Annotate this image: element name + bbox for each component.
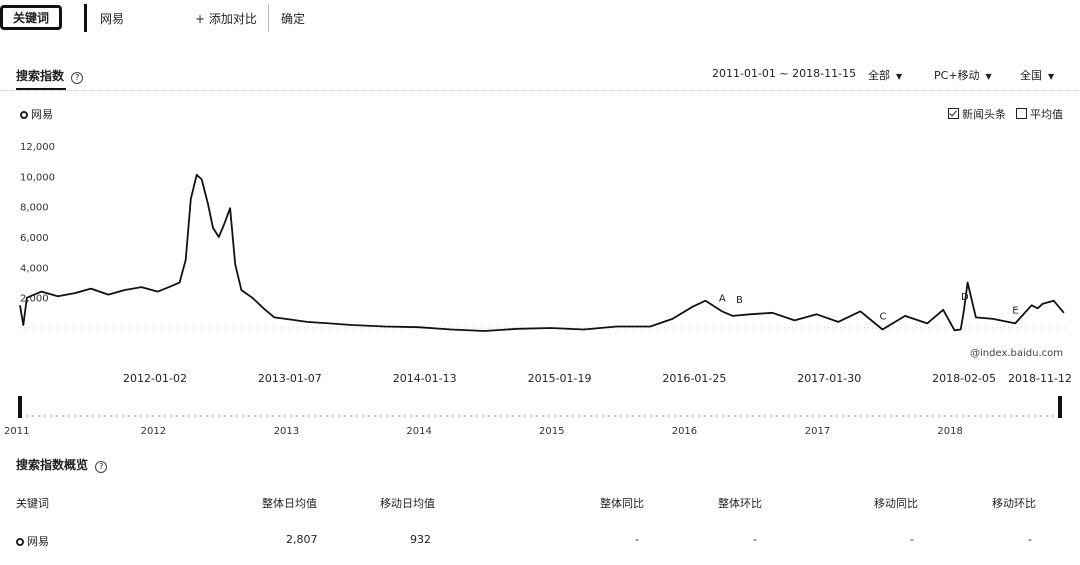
search-index-chart[interactable]: 12,000 10,000 8,000 6,000 4,000 2,000 A B C D E 201… — [0, 130, 1080, 390]
event-marker-d: D — [961, 292, 969, 303]
toolbar-separator — [268, 4, 269, 32]
col-header-mobile-mom: 移动环比 — [992, 497, 1036, 510]
tab-underline — [16, 88, 66, 90]
x-tick-label: 2018-02-05 — [932, 372, 996, 385]
y-tick-label: 4,000 — [20, 263, 49, 274]
scope-dropdown[interactable]: 全部 ▼ — [868, 67, 902, 83]
watermark: @index.baidu.com — [970, 348, 1064, 359]
keyword-cell: 网易 — [27, 535, 49, 548]
y-tick-label: 12,000 — [20, 142, 55, 153]
mobile-yoy-cell: - — [910, 533, 914, 546]
overview-section: 搜索指数概览 ? — [16, 456, 108, 473]
checkbox-unchecked-icon — [1016, 108, 1027, 119]
range-year-label: 2017 — [805, 426, 830, 437]
x-tick-label: 2012-01-02 — [123, 372, 187, 385]
x-tick-label: 2016-01-25 — [662, 372, 726, 385]
y-tick-label: 2,000 — [20, 294, 49, 305]
overview-title: 搜索指数概览 — [16, 458, 89, 472]
mobile-mom-cell: - — [1028, 533, 1032, 546]
range-year-label: 2014 — [406, 426, 431, 437]
news-headlines-checkbox[interactable]: 新闻头条 — [948, 106, 1006, 122]
region-value: 全国 — [1020, 69, 1042, 82]
range-year-label: 2016 — [672, 426, 697, 437]
chevron-down-icon: ▼ — [1048, 72, 1055, 81]
average-label: 平均值 — [1030, 108, 1063, 121]
device-dropdown[interactable]: PC+移动 ▼ — [934, 67, 992, 83]
x-tick-label: 2018-11-12 — [1008, 372, 1072, 385]
help-circle-icon[interactable]: ? — [95, 461, 108, 473]
range-year-label: 2011 — [4, 426, 29, 437]
series-dot-icon — [20, 111, 28, 119]
checkbox-checked-icon — [948, 108, 959, 119]
confirm-button[interactable]: 确定 — [281, 12, 306, 26]
event-marker-e: E — [1012, 305, 1018, 316]
date-range-picker[interactable]: 2011-01-01 ~ 2018-11-15 — [712, 67, 857, 80]
y-tick-label: 8,000 — [20, 203, 49, 214]
overall-mom-cell: - — [753, 533, 757, 546]
col-header-overall-avg: 整体日均值 — [262, 497, 317, 510]
table-row-keyword: 网易 — [16, 533, 49, 549]
scope-value: 全部 — [868, 69, 890, 82]
overall-yoy-cell: - — [635, 533, 639, 546]
col-header-overall-yoy: 整体同比 — [600, 497, 644, 510]
x-tick-label: 2014-01-13 — [393, 372, 457, 385]
keyword-input[interactable]: 网易 — [100, 12, 125, 26]
range-selector[interactable]: 2011 2012 2013 2014 2015 2016 2017 2018 — [0, 392, 1080, 442]
legend-label: 网易 — [31, 108, 53, 121]
header-divider — [0, 90, 1080, 91]
col-header-mobile-avg: 移动日均值 — [380, 497, 435, 510]
col-header-keyword: 关键词 — [16, 497, 49, 510]
chevron-down-icon: ▼ — [896, 72, 903, 81]
keyword-button[interactable]: 关键词 — [0, 5, 62, 30]
average-checkbox[interactable]: 平均值 — [1016, 106, 1063, 122]
x-tick-label: 2017-01-30 — [797, 372, 861, 385]
range-handle-right[interactable] — [1058, 396, 1062, 418]
event-marker-b: B — [736, 295, 743, 306]
event-marker-a: A — [719, 293, 726, 304]
search-index-title: 搜索指数 — [16, 69, 65, 83]
range-year-label: 2018 — [937, 426, 962, 437]
event-marker-c: C — [880, 312, 887, 323]
range-year-label: 2015 — [539, 426, 564, 437]
series-dot-icon — [16, 538, 24, 546]
device-value: PC+移动 — [934, 69, 980, 82]
range-handle-left[interactable] — [18, 396, 22, 418]
keyword-divider — [84, 4, 87, 32]
region-dropdown[interactable]: 全国 ▼ — [1020, 67, 1054, 83]
overall-avg-cell: 2,807 — [286, 533, 318, 546]
chevron-down-icon: ▼ — [985, 72, 992, 81]
news-headlines-label: 新闻头条 — [962, 108, 1006, 121]
legend-item[interactable]: 网易 — [20, 106, 53, 122]
help-circle-icon[interactable]: ? — [71, 72, 84, 84]
x-tick-label: 2015-01-19 — [528, 372, 592, 385]
col-header-overall-mom: 整体环比 — [718, 497, 762, 510]
series-line — [19, 173, 1065, 332]
y-tick-label: 10,000 — [20, 172, 55, 183]
range-year-label: 2012 — [141, 426, 166, 437]
mobile-avg-cell: 932 — [410, 533, 431, 546]
add-compare-button[interactable]: + 添加对比 — [195, 12, 257, 26]
search-index-tab[interactable]: 搜索指数 ? — [16, 67, 84, 84]
y-tick-label: 6,000 — [20, 233, 49, 244]
x-tick-label: 2013-01-07 — [258, 372, 322, 385]
range-year-label: 2013 — [274, 426, 299, 437]
col-header-mobile-yoy: 移动同比 — [874, 497, 918, 510]
